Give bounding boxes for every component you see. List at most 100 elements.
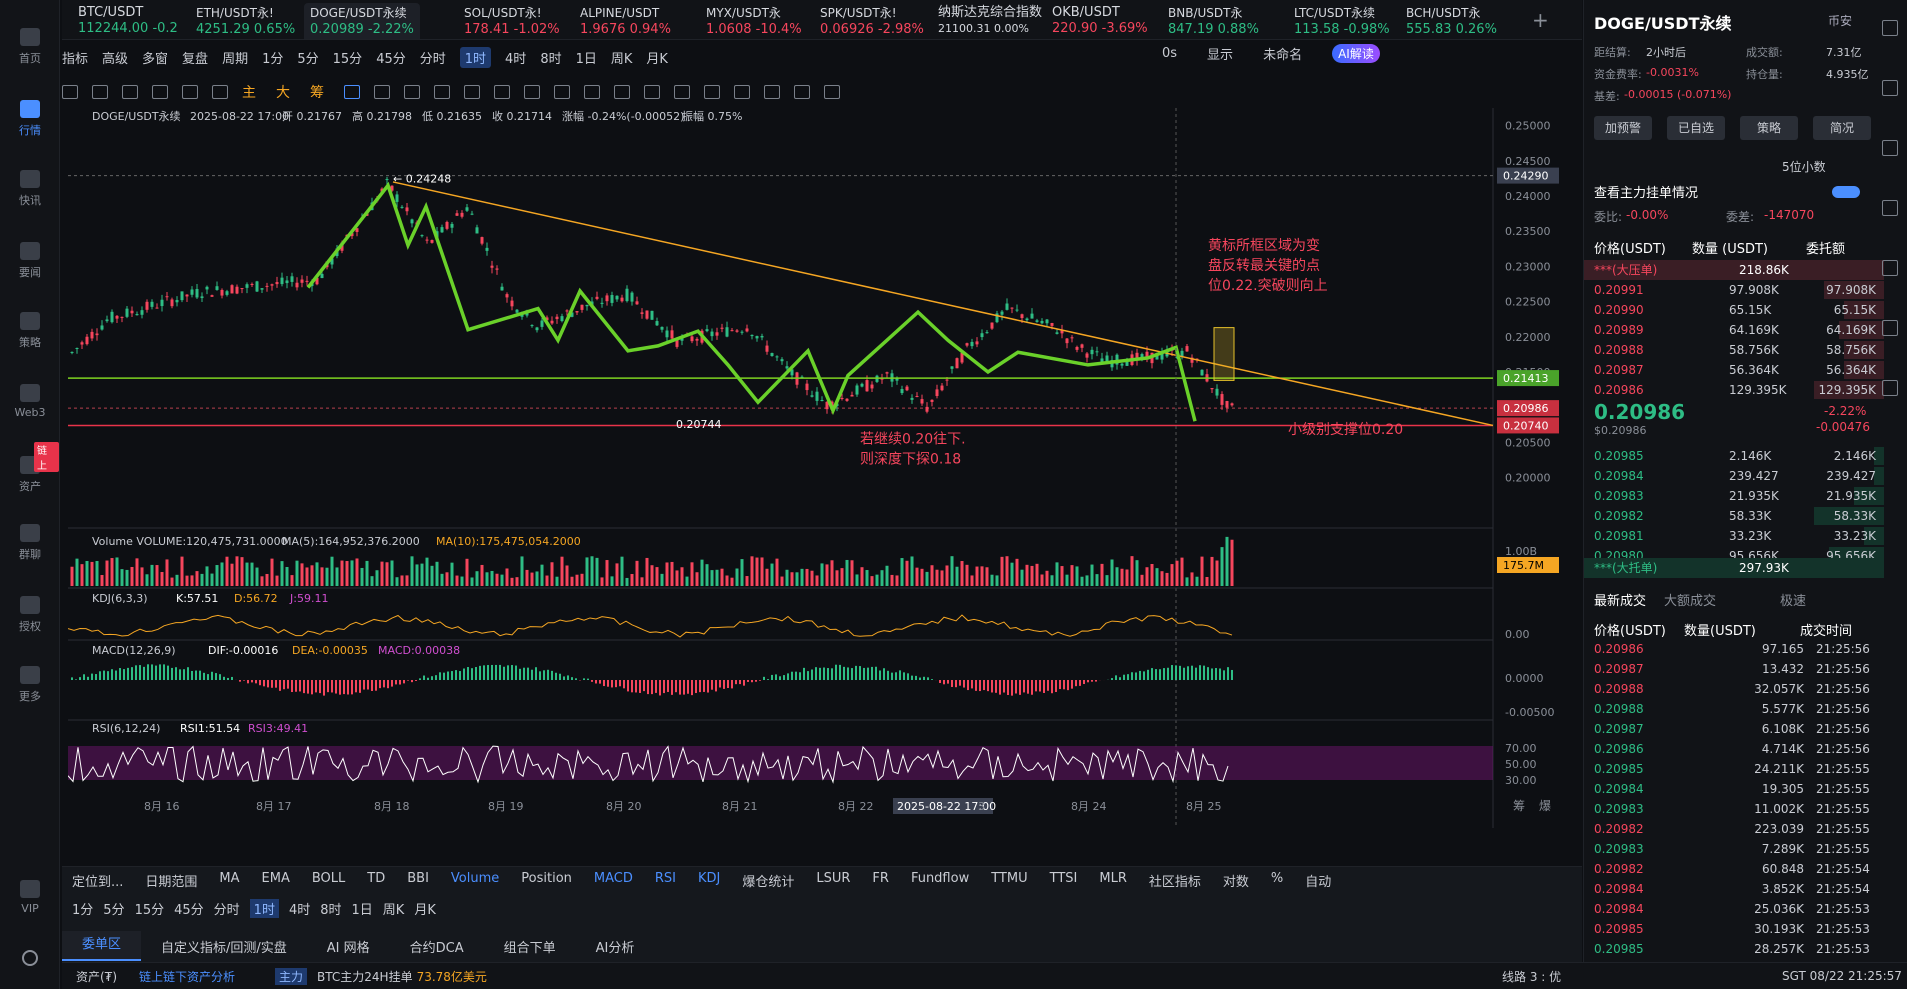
sidebar-item-2[interactable]: 快讯 (0, 170, 60, 208)
symbol-tab-1[interactable]: ETH/USDT永! 4251.29 0.65% (190, 3, 301, 39)
indicator-tab-7[interactable]: Volume (450, 871, 500, 886)
indicator-tab-19[interactable]: 社区指标 (1148, 875, 1201, 890)
tool-icon[interactable] (794, 85, 810, 99)
tool-icon[interactable] (674, 85, 690, 99)
indicator-tab-1[interactable]: 日期范围 (145, 875, 198, 890)
toolbar-item-3[interactable]: 复盘 (182, 51, 209, 67)
order-tab-4[interactable]: 组合下单 (503, 940, 556, 956)
overlay-toggle-1[interactable]: 大 (276, 85, 290, 101)
period-tab-4[interactable]: 分时 (213, 903, 240, 918)
sidebar-item-7[interactable]: 群聊 (0, 524, 60, 562)
toolbar-item-0[interactable]: 指标 (62, 51, 89, 67)
indicator-tab-6[interactable]: BBI (407, 871, 429, 886)
toolbar-item-14[interactable]: 周K (610, 51, 633, 67)
right-rail-icon[interactable] (1882, 260, 1898, 276)
tool-icon[interactable] (704, 85, 720, 99)
tool-icon[interactable] (734, 85, 750, 99)
sidebar-item-0[interactable]: 首页 (0, 28, 60, 66)
tool-icon[interactable] (554, 85, 570, 99)
indicator-tab-8[interactable]: Position (521, 871, 572, 886)
symbol-tab-8[interactable]: OKB/USDT 220.90 -3.69% (1046, 3, 1154, 39)
settings-icon[interactable] (22, 950, 38, 966)
tool-icon[interactable] (824, 85, 840, 99)
symbol-tab-4[interactable]: ALPINE/USDT 1.9676 0.94% (574, 3, 677, 39)
symbol-tab-3[interactable]: SOL/USDT永! 178.41 -1.02% (458, 3, 566, 39)
symbol-tab-9[interactable]: BNB/USDT永 847.19 0.88% (1162, 3, 1265, 39)
tool-icon[interactable] (344, 85, 360, 99)
toolbar-item-5[interactable]: 1分 (262, 51, 284, 67)
add-tab-icon[interactable]: + (1532, 8, 1549, 32)
toolbar-item-9[interactable]: 分时 (419, 51, 446, 67)
toolbar-item-7[interactable]: 15分 (332, 51, 363, 67)
period-tab-2[interactable]: 15分 (134, 903, 165, 918)
ob-header-2[interactable]: 委托额 (1806, 242, 1846, 257)
tool-icon[interactable] (494, 85, 510, 99)
indicator-tab-15[interactable]: Fundflow (910, 871, 970, 886)
ob-header-0[interactable]: 价格(USDT) (1594, 242, 1666, 257)
indicator-tab-9[interactable]: MACD (593, 871, 633, 886)
ob-button-1[interactable]: 已自选 (1667, 116, 1725, 140)
tool-icon[interactable] (584, 85, 600, 99)
chart-svg[interactable]: DOGE/USDT永续 2025-08-22 17:00开 0.21767 高 0.… (68, 108, 1568, 848)
period-tab-7[interactable]: 8时 (320, 903, 342, 918)
tool-icon[interactable] (464, 85, 480, 99)
indicator-tab-22[interactable]: 自动 (1305, 875, 1332, 890)
tool-icon[interactable] (434, 85, 450, 99)
tool-icon[interactable] (644, 85, 660, 99)
toolbar-item-1[interactable]: 高级 (102, 51, 129, 67)
ob-header-1[interactable]: 数量 (USDT) (1692, 242, 1768, 257)
toolbar-item-4[interactable]: 周期 (222, 51, 249, 67)
tool-icon[interactable] (404, 85, 420, 99)
order-tab-1[interactable]: 自定义指标/回测/实盘 (161, 940, 287, 956)
period-tab-5[interactable]: 1时 (249, 899, 279, 918)
ob-exchange[interactable]: 币安 (1828, 14, 1853, 28)
indicator-tab-5[interactable]: TD (367, 871, 386, 886)
tool-icon[interactable] (764, 85, 780, 99)
sidebar-item-8[interactable]: 授权 (0, 596, 60, 634)
tool-icon[interactable] (374, 85, 390, 99)
chart-area[interactable]: DOGE/USDT永续 2025-08-22 17:00 开 0.21767 高 0.… (68, 108, 1568, 848)
toolbar-item-10[interactable]: 1时 (459, 46, 492, 68)
toolbar-right-1[interactable]: 显示 (1207, 48, 1234, 63)
ob-button-3[interactable]: 简况 (1813, 116, 1871, 140)
whale-link[interactable]: 查看主力挂单情况 (1594, 186, 1699, 201)
draw-tool-icon[interactable] (92, 85, 108, 99)
sidebar-item-4[interactable]: 策略 (0, 312, 60, 350)
sidebar-item-9[interactable]: 更多 (0, 666, 60, 704)
toolbar-item-13[interactable]: 1日 (575, 51, 597, 67)
whale-toggle[interactable] (1832, 186, 1860, 198)
right-rail-icon[interactable] (1882, 200, 1898, 216)
symbol-tab-5[interactable]: MYX/USDT永 1.0608 -10.4% (700, 3, 808, 39)
symbol-tab-10[interactable]: LTC/USDT永续 113.58 -0.98% (1288, 3, 1396, 39)
ob-button-2[interactable]: 策略 (1740, 116, 1798, 140)
decimals-select[interactable]: 5位小数 (1782, 160, 1826, 174)
indicator-tab-21[interactable]: % (1270, 871, 1284, 886)
period-tab-3[interactable]: 45分 (174, 903, 204, 918)
draw-tool-icon[interactable] (182, 85, 198, 99)
draw-tool-icon[interactable] (62, 85, 78, 99)
trade-tab-0[interactable]: 最新成交 (1594, 594, 1647, 609)
toolbar-item-6[interactable]: 5分 (297, 51, 319, 67)
indicator-tab-13[interactable]: LSUR (816, 871, 851, 886)
trade-tab-2[interactable]: 极速 (1780, 594, 1807, 609)
symbol-tab-6[interactable]: SPK/USDT永! 0.06926 -2.98% (814, 3, 930, 39)
draw-tool-icon[interactable] (152, 85, 168, 99)
tool-icon[interactable] (614, 85, 630, 99)
toolbar-item-8[interactable]: 45分 (376, 51, 406, 67)
indicator-tab-2[interactable]: MA (219, 871, 240, 886)
period-tab-10[interactable]: 月K (414, 903, 436, 918)
sidebar-item-3[interactable]: 要闻 (0, 242, 60, 280)
draw-tool-icon[interactable] (122, 85, 138, 99)
indicator-tab-20[interactable]: 对数 (1222, 875, 1249, 890)
overlay-toggle-0[interactable]: 主 (242, 85, 256, 101)
period-tab-9[interactable]: 周K (382, 903, 405, 918)
indicator-tab-12[interactable]: 爆仓统计 (742, 875, 795, 890)
symbol-tab-0[interactable]: BTC/USDT 112244.00 -0.2 (72, 3, 184, 39)
indicator-tab-14[interactable]: FR (872, 871, 889, 886)
draw-tool-icon[interactable] (212, 85, 228, 99)
order-tab-3[interactable]: 合约DCA (409, 940, 464, 956)
asset-link[interactable]: 链上链下资产分析 (139, 969, 236, 984)
period-tab-0[interactable]: 1分 (72, 903, 94, 918)
toolbar-item-12[interactable]: 8时 (540, 51, 562, 67)
right-rail-icon[interactable] (1882, 20, 1898, 36)
